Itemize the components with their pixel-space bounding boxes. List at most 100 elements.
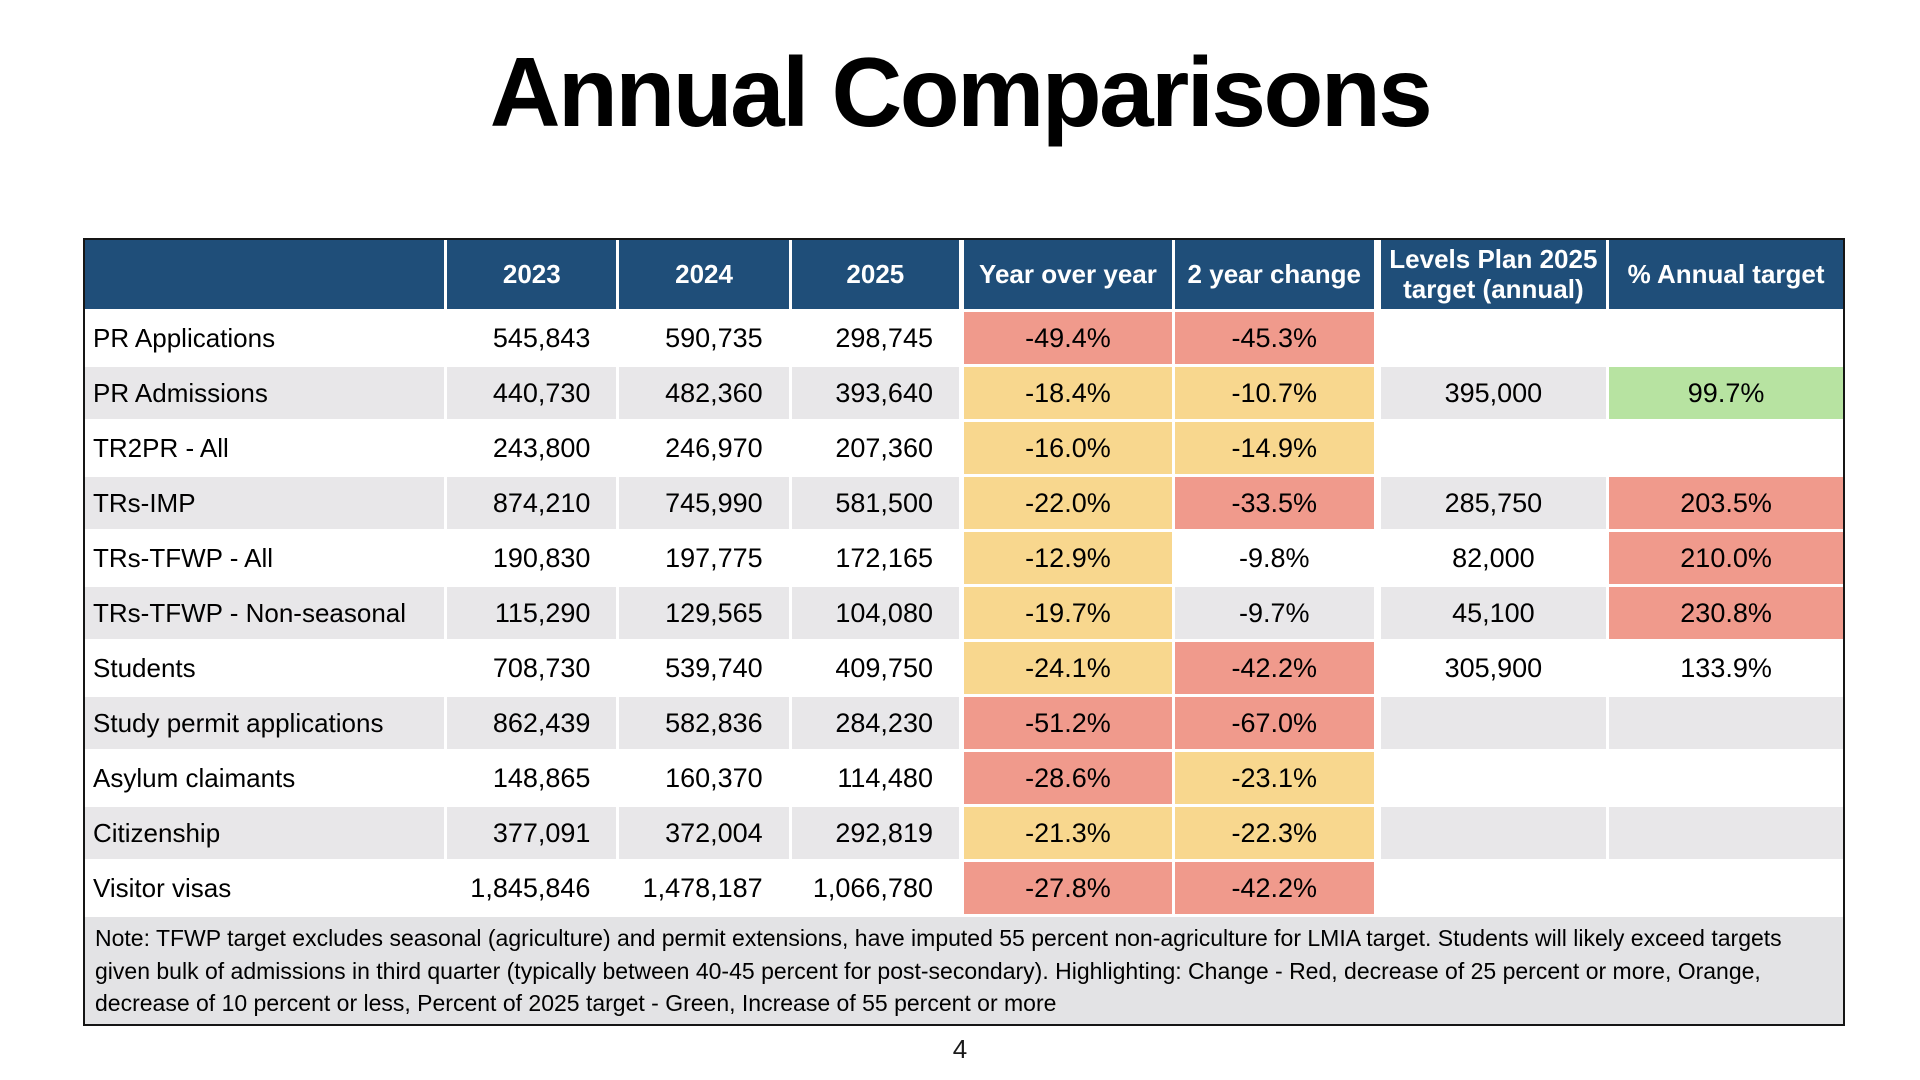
- row-label: Asylum claimants: [85, 752, 448, 807]
- column-header-year-over-year: Year over year: [963, 240, 1175, 312]
- levels-plan-target-cell: 82,000: [1380, 532, 1610, 587]
- value-2023: 190,830: [447, 532, 620, 587]
- levels-plan-target-cell: [1380, 312, 1610, 367]
- year-over-year-cell: -19.7%: [963, 587, 1175, 642]
- two-year-change-cell: -42.2%: [1174, 642, 1381, 697]
- pct-annual-target-cell: 133.9%: [1609, 642, 1843, 697]
- pct-annual-target-cell: [1609, 862, 1843, 917]
- two-year-change-cell: -14.9%: [1174, 422, 1381, 477]
- pct-annual-target-cell: 99.7%: [1609, 367, 1843, 422]
- column-header-blank: [85, 240, 448, 312]
- two-year-change-cell: -23.1%: [1174, 752, 1381, 807]
- pct-annual-target-cell: 203.5%: [1609, 477, 1843, 532]
- page-title: Annual Comparisons: [489, 37, 1433, 147]
- value-2024: 197,775: [619, 532, 792, 587]
- page-number: 4: [952, 1034, 968, 1064]
- column-header-pct-annual-target: % Annual target: [1609, 240, 1843, 312]
- value-2024: 745,990: [619, 477, 792, 532]
- value-2023: 115,290: [447, 587, 620, 642]
- value-2024: 539,740: [619, 642, 792, 697]
- table-row: TR2PR - All 243,800 246,970 207,360 -16.0% -1…: [85, 422, 1843, 477]
- two-year-change-cell: -33.5%: [1174, 477, 1381, 532]
- two-year-change-cell: -67.0%: [1174, 697, 1381, 752]
- table-row: Students 708,730 539,740 409,750 -24.1% -42.2…: [85, 642, 1843, 697]
- year-over-year-cell: -24.1%: [963, 642, 1175, 697]
- value-2024: 246,970: [619, 422, 792, 477]
- value-2023: 862,439: [447, 697, 620, 752]
- value-2025: 298,745: [791, 312, 964, 367]
- column-header-2025: 2025: [791, 240, 964, 312]
- pct-annual-target-cell: [1609, 422, 1843, 477]
- value-2023: 1,845,846: [447, 862, 620, 917]
- year-over-year-cell: -51.2%: [963, 697, 1175, 752]
- value-2023: 243,800: [447, 422, 620, 477]
- row-label: TR2PR - All: [85, 422, 448, 477]
- two-year-change-cell: -9.8%: [1174, 532, 1381, 587]
- value-2025: 284,230: [791, 697, 964, 752]
- value-2025: 114,480: [791, 752, 964, 807]
- levels-plan-target-cell: [1380, 862, 1610, 917]
- table-row: TRs-IMP 874,210 745,990 581,500 -22.0% -33.5%…: [85, 477, 1843, 532]
- column-header-2-year-change: 2 year change: [1174, 240, 1381, 312]
- pct-annual-target-cell: 230.8%: [1609, 587, 1843, 642]
- value-2025: 172,165: [791, 532, 964, 587]
- value-2023: 440,730: [447, 367, 620, 422]
- row-label: Study permit applications: [85, 697, 448, 752]
- row-label: TRs-TFWP - Non-seasonal: [85, 587, 448, 642]
- pct-annual-target-cell: [1609, 752, 1843, 807]
- annual-comparisons-table: 2023 2024 2025 Year over year 2 year cha…: [85, 240, 1843, 917]
- row-label: TRs-IMP: [85, 477, 448, 532]
- two-year-change-cell: -22.3%: [1174, 807, 1381, 862]
- row-label: Citizenship: [85, 807, 448, 862]
- value-2025: 1,066,780: [791, 862, 964, 917]
- value-2023: 377,091: [447, 807, 620, 862]
- value-2023: 708,730: [447, 642, 620, 697]
- year-over-year-cell: -16.0%: [963, 422, 1175, 477]
- value-2023: 874,210: [447, 477, 620, 532]
- table-body: PR Applications 545,843 590,735 298,745 -49.…: [85, 312, 1843, 917]
- value-2025: 581,500: [791, 477, 964, 532]
- row-label: PR Admissions: [85, 367, 448, 422]
- year-over-year-cell: -28.6%: [963, 752, 1175, 807]
- column-header-2024: 2024: [619, 240, 792, 312]
- pct-annual-target-cell: [1609, 312, 1843, 367]
- year-over-year-cell: -22.0%: [963, 477, 1175, 532]
- value-2024: 160,370: [619, 752, 792, 807]
- table-row: TRs-TFWP - All 190,830 197,775 172,165 -12.9…: [85, 532, 1843, 587]
- two-year-change-cell: -45.3%: [1174, 312, 1381, 367]
- value-2024: 590,735: [619, 312, 792, 367]
- table-row: PR Applications 545,843 590,735 298,745 -49.…: [85, 312, 1843, 367]
- table-row: Citizenship 377,091 372,004 292,819 -21.3% -2…: [85, 807, 1843, 862]
- levels-plan-target-cell: 285,750: [1380, 477, 1610, 532]
- value-2024: 1,478,187: [619, 862, 792, 917]
- comparison-table-container: 2023 2024 2025 Year over year 2 year cha…: [83, 238, 1845, 1026]
- table-row: Visitor visas 1,845,846 1,478,187 1,066,780…: [85, 862, 1843, 917]
- levels-plan-target-cell: 45,100: [1380, 587, 1610, 642]
- table-row: Study permit applications 862,439 582,836 2…: [85, 697, 1843, 752]
- pct-annual-target-cell: 210.0%: [1609, 532, 1843, 587]
- value-2024: 482,360: [619, 367, 792, 422]
- value-2025: 409,750: [791, 642, 964, 697]
- column-header-levels-plan-target: Levels Plan 2025 target (annual): [1380, 240, 1610, 312]
- year-over-year-cell: -12.9%: [963, 532, 1175, 587]
- levels-plan-target-cell: [1380, 697, 1610, 752]
- year-over-year-cell: -27.8%: [963, 862, 1175, 917]
- year-over-year-cell: -21.3%: [963, 807, 1175, 862]
- column-header-2023: 2023: [447, 240, 620, 312]
- year-over-year-cell: -49.4%: [963, 312, 1175, 367]
- value-2025: 393,640: [791, 367, 964, 422]
- pct-annual-target-cell: [1609, 697, 1843, 752]
- value-2025: 207,360: [791, 422, 964, 477]
- levels-plan-target-cell: [1380, 807, 1610, 862]
- two-year-change-cell: -42.2%: [1174, 862, 1381, 917]
- table-row: Asylum claimants 148,865 160,370 114,480 -28…: [85, 752, 1843, 807]
- table-header-row: 2023 2024 2025 Year over year 2 year cha…: [85, 240, 1843, 312]
- row-label: Visitor visas: [85, 862, 448, 917]
- two-year-change-cell: -10.7%: [1174, 367, 1381, 422]
- value-2023: 545,843: [447, 312, 620, 367]
- value-2025: 292,819: [791, 807, 964, 862]
- value-2024: 582,836: [619, 697, 792, 752]
- row-label: TRs-TFWP - All: [85, 532, 448, 587]
- levels-plan-target-cell: [1380, 422, 1610, 477]
